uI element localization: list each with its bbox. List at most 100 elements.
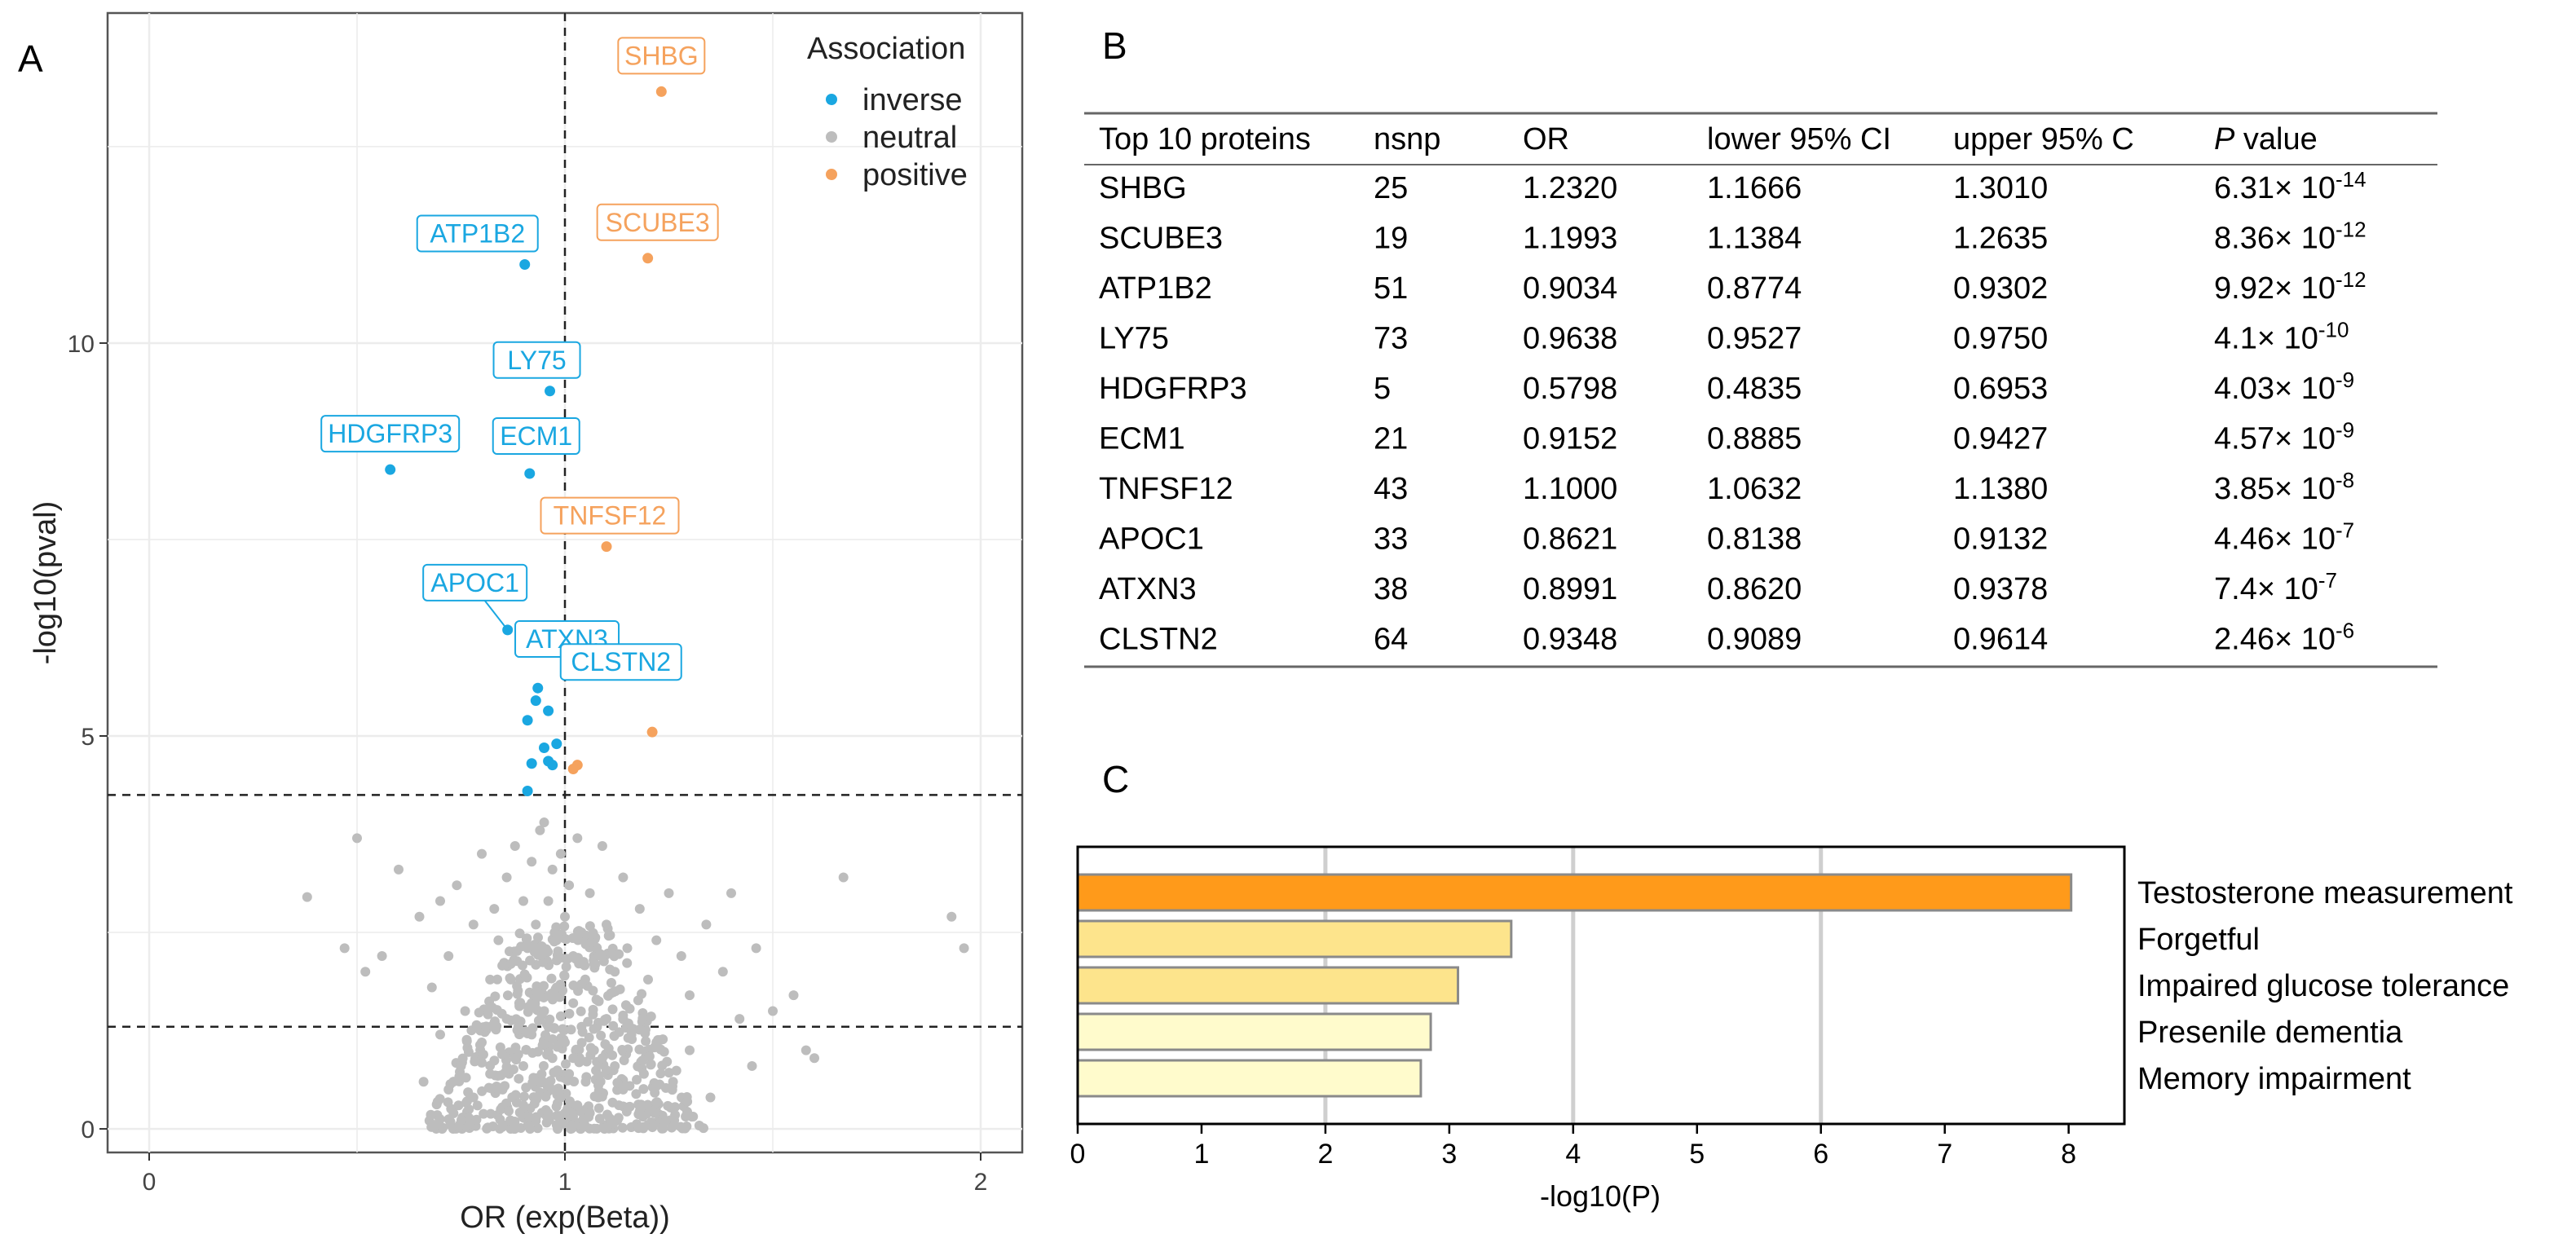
neutral-point	[505, 958, 516, 969]
table-column-header: lower 95% CI	[1707, 122, 1891, 156]
table-cell-pvalue: 4.57× 10-9	[2214, 418, 2354, 456]
table-cell: HDGFRP3	[1099, 372, 1247, 406]
neutral-point	[685, 990, 695, 1001]
neutral-point	[595, 949, 606, 959]
neutral-point	[511, 1014, 522, 1024]
bar-x-tick-label: 1	[1193, 1139, 1209, 1170]
neutral-point	[655, 1044, 666, 1055]
neutral-point	[617, 1045, 628, 1055]
legend: Association inverse neutral positive	[807, 32, 968, 192]
neutral-point	[493, 935, 504, 945]
neutral-point	[339, 943, 350, 954]
table-cell: 0.8885	[1707, 422, 1802, 456]
neutral-point	[594, 1113, 605, 1124]
x-tick-label: 1	[558, 1169, 572, 1196]
point-clstn2	[532, 682, 544, 694]
neutral-point	[532, 932, 543, 943]
neutral-point	[663, 1100, 673, 1111]
bar-x-tick-label: 3	[1441, 1139, 1457, 1170]
bar-x-tick-label: 6	[1813, 1139, 1828, 1170]
label-box	[559, 643, 682, 681]
neutral-point	[497, 1084, 508, 1095]
table-cell: 0.4835	[1707, 372, 1802, 406]
neutral-point	[470, 1056, 480, 1067]
neutral-point	[518, 896, 528, 906]
y-axis-label: -log10(pval)	[29, 501, 63, 665]
neutral-point	[487, 1002, 497, 1013]
neutral-point	[549, 928, 560, 938]
neutral-point	[726, 888, 736, 898]
neutral-point	[751, 943, 761, 954]
neutral-point	[547, 1034, 558, 1045]
neutral-point	[551, 1101, 562, 1112]
table-cell: 0.8620	[1707, 572, 1802, 606]
table-cell: 0.9614	[1953, 623, 2048, 657]
neutral-point	[555, 1011, 566, 1021]
bar-category-labels: Testosterone measurement Forgetful Impaire…	[2137, 876, 2513, 1096]
table-cell: ATXN3	[1099, 572, 1197, 606]
neutral-point	[536, 941, 547, 952]
neutral-point	[514, 928, 525, 939]
bar-x-tick-label: 5	[1689, 1139, 1705, 1170]
neutral-point	[651, 1038, 662, 1048]
point-ecm1	[524, 468, 536, 479]
neutral-point	[452, 880, 462, 891]
table-cell: 0.9638	[1523, 322, 1617, 356]
neutral-point	[550, 990, 561, 1001]
neutral-point	[564, 1008, 575, 1019]
bar-category-label: Impaired glucose tolerance	[2137, 969, 2509, 1003]
neutral-point	[464, 1113, 474, 1123]
table-body: SHBG 25 1.2320 1.1666 1.3010 6.31× 10-14 SCUBE…	[1099, 167, 2366, 657]
neutral-point	[589, 958, 599, 969]
neutral-point	[568, 1053, 579, 1064]
table-cell: 1.1380	[1953, 472, 2048, 506]
neutral-point	[660, 1082, 671, 1093]
neutral-point	[609, 951, 620, 962]
neutral-point	[461, 1073, 471, 1083]
table-cell: 0.5798	[1523, 372, 1617, 406]
significant-point	[530, 695, 541, 707]
table-cell: 0.9089	[1707, 623, 1802, 657]
table-cell: 0.8621	[1523, 522, 1617, 557]
table-cell: 0.8774	[1707, 271, 1802, 306]
neutral-point	[622, 943, 633, 954]
neutral-point	[547, 1053, 558, 1064]
label-box	[540, 496, 680, 535]
neutral-point	[618, 1010, 629, 1020]
neutral-point	[682, 1096, 693, 1107]
neutral-point	[618, 1084, 629, 1095]
neutral-point	[435, 896, 445, 906]
neutral-point	[564, 1069, 575, 1079]
neutral-point	[509, 840, 520, 851]
neutral-point	[705, 1092, 716, 1103]
protein-label: CLSTN2	[571, 647, 671, 676]
neutral-point	[626, 1029, 637, 1040]
neutral-point	[538, 1060, 549, 1071]
neutral-point	[485, 1108, 496, 1119]
neutral-point	[576, 979, 587, 989]
neutral-point	[579, 1117, 589, 1128]
neutral-point	[453, 1100, 464, 1111]
neutral-points	[302, 817, 969, 1135]
neutral-point	[641, 1036, 651, 1047]
panel-label-a: A	[18, 37, 43, 80]
neutral-point	[527, 1029, 537, 1040]
neutral-point	[614, 1100, 624, 1111]
neutral-point	[535, 950, 545, 960]
table-cell-pvalue: 7.4× 10-7	[2214, 568, 2337, 606]
y-tick-label: 10	[68, 331, 95, 358]
neutral-point	[567, 933, 578, 944]
neutral-point	[622, 958, 633, 968]
table-cell-pvalue: 6.31× 10-14	[2214, 167, 2366, 205]
protein-label: TNFSF12	[554, 501, 667, 531]
neutral-point	[610, 967, 620, 977]
neutral-point	[525, 955, 536, 966]
neutral-point	[490, 991, 501, 1002]
neutral-point	[487, 1020, 497, 1031]
neutral-point	[561, 1059, 571, 1069]
table-cell: 0.9378	[1953, 572, 2048, 606]
neutral-point	[694, 1120, 704, 1130]
protein-label: APOC1	[430, 568, 518, 597]
neutral-point	[555, 848, 566, 859]
table-cell: 1.0632	[1707, 472, 1802, 506]
